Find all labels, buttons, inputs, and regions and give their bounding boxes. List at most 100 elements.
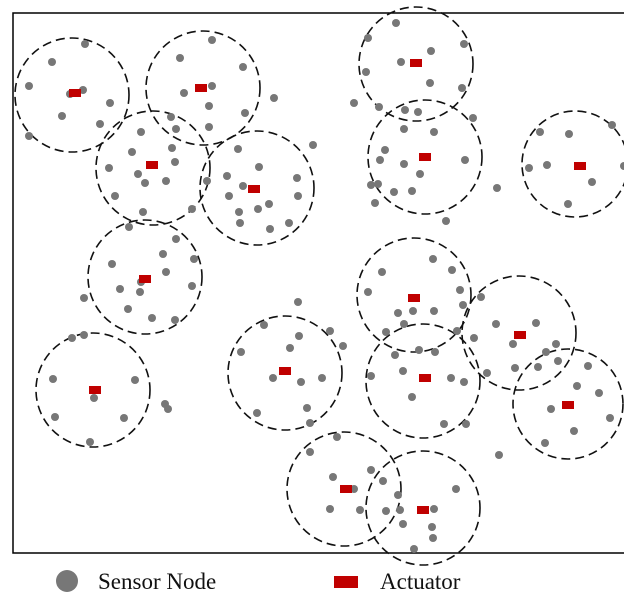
actuator-range-circle	[14, 37, 130, 153]
sensor-node	[208, 82, 216, 90]
sensor-node	[430, 128, 438, 136]
actuator-nodes	[69, 59, 586, 514]
sensor-node	[81, 40, 89, 48]
actuator-range-circle	[227, 315, 343, 431]
sensor-node-legend-icon	[56, 570, 78, 592]
sensor-node	[547, 405, 555, 413]
sensor-node	[440, 420, 448, 428]
sensor-node	[367, 466, 375, 474]
sensor-node	[565, 130, 573, 138]
sensor-node	[162, 177, 170, 185]
sensor-node	[297, 378, 305, 386]
sensor-node	[139, 208, 147, 216]
sensor-node	[58, 112, 66, 120]
sensor-node	[80, 331, 88, 339]
sensor-node	[414, 108, 422, 116]
sensor-node	[131, 376, 139, 384]
sensor-node	[116, 285, 124, 293]
sensor-node	[265, 200, 273, 208]
sensor-node	[205, 123, 213, 131]
sensor-node	[205, 102, 213, 110]
sensor-node	[477, 293, 485, 301]
sensor-node	[430, 505, 438, 513]
sensor-node	[266, 225, 274, 233]
sensor-node	[270, 94, 278, 102]
sensor-node	[254, 205, 262, 213]
sensor-node	[442, 217, 450, 225]
sensor-node	[400, 320, 408, 328]
sensor-node	[390, 188, 398, 196]
sensor-node	[167, 113, 175, 121]
sensor-node	[234, 145, 242, 153]
actuator-range-circle	[356, 237, 472, 353]
sensor-node	[428, 523, 436, 531]
sensor-node	[541, 439, 549, 447]
sensor-node	[128, 148, 136, 156]
sensor-node	[392, 19, 400, 27]
sensor-node	[68, 334, 76, 342]
actuator-range-circle	[95, 110, 211, 226]
sensor-node	[606, 414, 614, 422]
sensor-node	[235, 208, 243, 216]
sensor-node	[90, 394, 98, 402]
sensor-node	[148, 314, 156, 322]
sensor-node	[461, 156, 469, 164]
sensor-node	[399, 520, 407, 528]
sensor-node	[394, 491, 402, 499]
sensor-node	[285, 219, 293, 227]
actuator-node	[195, 84, 207, 92]
actuator-node	[146, 161, 158, 169]
field-boundary	[12, 12, 624, 554]
sensor-node	[460, 378, 468, 386]
sensor-node	[408, 187, 416, 195]
sensor-node	[492, 320, 500, 328]
sensor-node	[295, 332, 303, 340]
sensor-node	[350, 99, 358, 107]
sensor-node	[367, 181, 375, 189]
sensor-node	[584, 362, 592, 370]
sensor-node	[356, 506, 364, 514]
actuator-node	[419, 374, 431, 382]
sensor-node	[415, 346, 423, 354]
actuator-range-circle	[367, 99, 483, 215]
sensor-node	[25, 132, 33, 140]
sensor-node	[470, 334, 478, 342]
sensor-node	[108, 260, 116, 268]
sensor-node	[162, 268, 170, 276]
sensor-node	[96, 120, 104, 128]
sensor-node	[329, 473, 337, 481]
sensor-node	[306, 419, 314, 427]
sensor-node	[410, 545, 418, 553]
sensor-node	[309, 141, 317, 149]
sensor-node	[293, 174, 301, 182]
sensor-node	[426, 79, 434, 87]
sensor-node	[400, 125, 408, 133]
sensor-node	[430, 307, 438, 315]
sensor-node	[136, 288, 144, 296]
sensor-node	[171, 316, 179, 324]
sensor-node	[86, 438, 94, 446]
sensor-node	[458, 84, 466, 92]
actuator-node	[514, 331, 526, 339]
sensor-node	[378, 268, 386, 276]
sensor-node	[483, 369, 491, 377]
sensor-node	[306, 448, 314, 456]
sensor-node	[203, 177, 211, 185]
sensor-node	[326, 505, 334, 513]
actuator-legend-label: Actuator	[380, 569, 461, 593]
sensor-node	[588, 178, 596, 186]
sensor-node	[180, 89, 188, 97]
sensor-node	[333, 433, 341, 441]
actuator-node	[417, 506, 429, 514]
sensor-node	[459, 301, 467, 309]
sensor-node	[536, 128, 544, 136]
sensor-node	[394, 309, 402, 317]
sensor-node	[409, 307, 417, 315]
sensor-node-legend-label: Sensor Node	[98, 569, 216, 593]
actuator-node	[248, 185, 260, 193]
sensor-node	[141, 179, 149, 187]
sensor-node	[25, 82, 33, 90]
sensor-node	[532, 319, 540, 327]
sensor-node	[391, 351, 399, 359]
